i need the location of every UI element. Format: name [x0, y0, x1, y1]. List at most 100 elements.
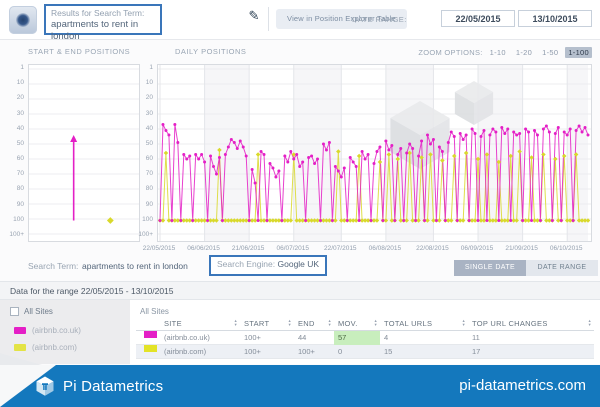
y-axis-label: 30	[145, 109, 153, 117]
total-urls-cell: 15	[384, 346, 393, 356]
zoom-options-label: ZOOM OPTIONS:	[418, 48, 483, 57]
site-swatch-cell	[136, 344, 160, 359]
start-end-svg	[29, 68, 139, 235]
x-axis-label: 06/08/2015	[368, 245, 402, 252]
date-to-input[interactable]: 13/10/2015	[518, 10, 592, 27]
x-axis-label: 22/08/2015	[416, 245, 449, 252]
brand: Pi Datametrics	[34, 375, 163, 397]
x-axis-label: 06/09/2015	[460, 245, 494, 252]
site-swatch-cell	[136, 330, 160, 345]
table-all-sites-label: All Sites	[140, 307, 169, 316]
zoom-option-1-10[interactable]: 1-10	[489, 48, 506, 57]
y-axis-label: 90	[16, 200, 24, 208]
y-axis-label: 10	[145, 79, 153, 87]
x-axis-label: 06/07/2015	[276, 245, 310, 252]
y-axis-label: 100	[142, 215, 153, 223]
watermark-cube	[390, 81, 494, 169]
edit-pencil-icon[interactable]: ✎	[248, 8, 260, 23]
date-range-button[interactable]: DATE RANGE	[526, 260, 598, 276]
y-axis-label: 90	[145, 200, 153, 208]
legend-item[interactable]: (airbnb.com)	[14, 343, 77, 352]
x-axis-label: 06/10/2015	[549, 245, 583, 252]
date-range-label: DATE RANGE:	[352, 15, 407, 24]
top-url-changes-cell: 11	[472, 332, 480, 342]
y-axis-label: 30	[16, 109, 24, 117]
sort-icon[interactable]: ▴ ▾	[328, 317, 331, 327]
view-position-explorer-button[interactable]: View in Position Explorer Table	[276, 9, 407, 29]
x-axis-label: 22/07/2015	[324, 245, 357, 252]
x-axis-label: 06/06/2015	[187, 245, 220, 252]
y-axis-label: 20	[145, 94, 153, 102]
results-search-term: apartments to rent in london	[51, 19, 139, 42]
mov-cell: 0	[338, 346, 343, 356]
column-header-total-urls: TOTAL URLS ▴ ▾	[384, 317, 465, 328]
all-sites-checkbox-row[interactable]: All Sites	[10, 307, 53, 316]
search-engine-label: Search Engine:	[217, 259, 276, 269]
data-range-title: Data for the range 22/05/2015 - 13/10/20…	[0, 281, 600, 300]
date-from-input[interactable]: 22/05/2015	[441, 10, 515, 27]
site-cell: (airbnb.co.uk)	[164, 332, 210, 342]
daily-positions-title: DAILY POSITIONS	[175, 47, 247, 56]
column-header-start: START ▴ ▾	[244, 317, 291, 328]
zoom-options-list: 1-10 1-20 1-50 1-100	[487, 47, 592, 58]
end-cell: 44	[298, 332, 307, 342]
data-panel: All Sites (airbnb.co.uk) (airbnb.com) All…	[0, 300, 600, 364]
legend-label: (airbnb.co.uk)	[32, 326, 81, 335]
daily-y-axis: 1 10 20 30 40 50 60 70 80 90 100 100+	[129, 64, 155, 242]
results-search-term-box[interactable]: Results for Search Term: apartments to r…	[44, 4, 162, 42]
site-color-swatch	[144, 330, 157, 338]
legend-label: (airbnb.com)	[32, 343, 77, 352]
y-axis-label: 100	[13, 215, 24, 223]
sort-icon[interactable]: ▴ ▾	[288, 317, 291, 327]
y-axis-label: 100+	[9, 231, 24, 238]
zoom-option-1-20[interactable]: 1-20	[515, 48, 533, 57]
footer-bar: Pi Datametrics pi-datametrics.com	[0, 365, 600, 407]
sort-icon[interactable]: ▴ ▾	[234, 317, 237, 327]
sort-icon[interactable]: ▴ ▾	[588, 317, 591, 327]
daily-x-axis: 22/05/2015 06/06/2015 21/06/2015 06/07/2015…	[143, 245, 592, 253]
y-axis-label: 100+	[138, 231, 153, 238]
column-header-top-url-changes: TOP URL CHANGES ▴ ▾	[472, 317, 591, 328]
y-axis-label: 40	[145, 124, 153, 132]
zoom-option-1-100[interactable]: 1-100	[565, 47, 592, 58]
brand-name: Pi Datametrics	[63, 377, 164, 395]
sort-icon[interactable]: ▴ ▾	[374, 317, 377, 327]
results-label: Results for Search Term:	[51, 8, 145, 18]
y-axis-label: 50	[145, 139, 153, 147]
footer-site-url: pi-datametrics.com	[459, 377, 586, 394]
y-axis-label: 70	[16, 170, 24, 178]
table-header-row: SITE ▴ ▾ START ▴ ▾ END ▴ ▾ MOV. ▴ ▾ TOTAL URLS ▴ ▾ TOP …	[136, 317, 594, 331]
table-row[interactable]: (airbnb.co.uk) 100+ 44 57 4 11	[136, 330, 594, 345]
start-cell: 100+	[244, 332, 261, 342]
y-axis-label: 1	[149, 64, 153, 71]
end-cell: 100+	[298, 346, 315, 356]
daily-svg	[158, 65, 591, 241]
legend-item[interactable]: (airbnb.co.uk)	[14, 326, 81, 335]
table-header-spacer	[136, 317, 160, 331]
top-url-changes-cell: 17	[472, 346, 481, 356]
column-header-site: SITE ▴ ▾	[164, 317, 237, 328]
column-header-end: END ▴ ▾	[298, 317, 331, 328]
y-axis-label: 50	[16, 139, 24, 147]
y-axis-label: 60	[145, 155, 153, 163]
zoom-options: ZOOM OPTIONS: 1-10 1-20 1-50 1-100	[418, 47, 592, 58]
all-sites-checkbox[interactable]	[10, 307, 19, 316]
app-logo-icon[interactable]	[9, 6, 37, 34]
zoom-option-1-50[interactable]: 1-50	[542, 48, 559, 57]
y-axis-label: 80	[145, 185, 153, 193]
search-term-label: Search Term:	[28, 261, 79, 271]
single-date-button[interactable]: SINGLE DATE	[454, 260, 526, 276]
sort-icon[interactable]: ▴ ▾	[462, 317, 465, 327]
y-axis-label: 10	[16, 79, 24, 87]
all-sites-checkbox-label: All Sites	[24, 307, 53, 316]
search-engine-box[interactable]: Search Engine: Google UK	[209, 255, 328, 276]
positions-table: SITE ▴ ▾ START ▴ ▾ END ▴ ▾ MOV. ▴ ▾ TOTAL URLS ▴ ▾ TOP …	[136, 317, 594, 359]
x-axis-label: 22/05/2015	[142, 245, 176, 252]
y-axis-label: 20	[16, 94, 24, 102]
y-axis-label: 60	[16, 155, 24, 163]
table-row[interactable]: (airbnb.com) 100+ 100+ 0 15 17	[136, 344, 594, 359]
start-end-positions-chart	[28, 64, 140, 242]
start-end-y-axis: 1 10 20 30 40 50 60 70 80 90 100 100+	[0, 64, 26, 242]
daily-positions-chart[interactable]	[157, 64, 592, 242]
